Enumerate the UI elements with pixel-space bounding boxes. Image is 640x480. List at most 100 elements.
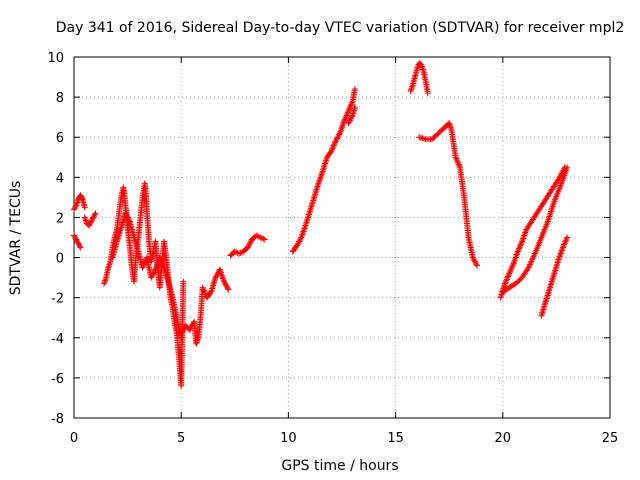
series-segment-4 — [101, 180, 187, 389]
data-point-marker — [256, 233, 263, 240]
data-point-marker — [296, 238, 303, 245]
data-point-marker — [331, 139, 338, 146]
data-point-marker — [507, 267, 514, 274]
y-tick-label: -4 — [51, 332, 64, 347]
data-point-marker — [424, 90, 431, 97]
series-segment-9 — [345, 104, 358, 127]
data-point-marker — [333, 135, 340, 142]
data-point-marker — [222, 281, 229, 288]
data-point-marker — [349, 113, 356, 120]
data-point-marker — [454, 158, 461, 165]
data-point-marker — [348, 114, 355, 121]
data-point-marker — [564, 234, 571, 241]
data-point-marker — [212, 274, 219, 281]
data-point-marker — [102, 277, 109, 284]
data-point-marker — [76, 243, 83, 250]
data-point-marker — [90, 214, 97, 221]
x-tick-label: 25 — [602, 431, 619, 446]
y-tick-label: -6 — [51, 372, 64, 387]
data-point-marker — [71, 206, 77, 213]
series-segment-2 — [71, 232, 84, 251]
data-point-marker — [470, 255, 477, 262]
data-point-marker — [561, 240, 568, 247]
data-point-marker — [296, 237, 303, 244]
data-point-marker — [150, 270, 157, 277]
data-point-marker — [516, 244, 523, 251]
data-point-marker — [86, 222, 93, 229]
data-point-marker — [221, 278, 228, 285]
data-point-marker — [562, 238, 569, 245]
series-segment-14 — [538, 234, 571, 319]
data-point-marker — [349, 99, 356, 106]
data-point-marker — [515, 247, 522, 254]
data-point-marker — [257, 234, 264, 241]
data-point-marker — [328, 148, 335, 155]
data-point-marker — [123, 211, 130, 218]
data-point-marker — [149, 271, 156, 278]
data-point-marker — [294, 241, 301, 248]
data-point-marker — [330, 143, 337, 150]
data-point-marker — [332, 138, 339, 145]
data-point-marker — [341, 118, 348, 125]
data-point-marker — [72, 235, 79, 242]
data-point-marker — [151, 269, 158, 276]
data-point-marker — [506, 269, 513, 276]
data-point-marker — [518, 239, 525, 246]
data-point-marker — [179, 328, 186, 335]
data-point-marker — [245, 243, 252, 250]
data-point-marker — [342, 113, 349, 120]
data-point-marker — [562, 237, 569, 244]
data-point-marker — [341, 116, 348, 123]
x-tick-label: 10 — [280, 431, 297, 446]
data-point-marker — [233, 249, 240, 256]
data-point-marker — [231, 248, 238, 255]
series-segment-10 — [407, 60, 431, 97]
data-point-marker — [516, 245, 523, 252]
data-point-marker — [148, 273, 155, 280]
data-point-marker — [502, 279, 509, 286]
data-point-marker — [330, 142, 337, 149]
data-point-marker — [141, 260, 148, 267]
data-point-marker — [71, 233, 78, 240]
data-point-marker — [453, 155, 460, 162]
y-axis-label: SDTVAR / TECUs — [8, 181, 24, 296]
data-point-marker — [200, 286, 207, 293]
x-tick-label: 5 — [177, 431, 185, 446]
data-point-marker — [344, 111, 351, 118]
data-point-marker — [452, 154, 459, 161]
data-point-marker — [506, 270, 513, 277]
y-tick-label: -8 — [51, 412, 64, 427]
data-point-marker — [157, 255, 164, 262]
data-point-marker — [455, 160, 462, 167]
data-point-marker — [473, 261, 480, 268]
data-point-marker — [91, 211, 98, 218]
series-segment-8 — [289, 86, 358, 255]
data-point-marker — [471, 257, 478, 264]
data-point-marker — [503, 277, 510, 284]
series-segment-11 — [416, 120, 481, 269]
data-point-marker — [199, 284, 206, 291]
data-point-marker — [346, 106, 353, 113]
data-point-marker — [327, 149, 334, 156]
x-tick-label: 20 — [495, 431, 512, 446]
data-point-marker — [73, 236, 80, 243]
grid-lines — [74, 57, 610, 418]
data-point-marker — [342, 115, 349, 122]
data-point-marker — [455, 161, 462, 168]
data-point-marker — [508, 266, 515, 273]
data-point-marker — [336, 131, 343, 138]
data-point-marker — [180, 326, 187, 333]
data-point-marker — [159, 260, 166, 267]
data-point-marker — [72, 203, 79, 210]
data-point-marker — [503, 276, 510, 283]
data-point-marker — [329, 145, 336, 152]
data-point-marker — [124, 214, 131, 221]
y-tick-label: 2 — [56, 211, 64, 226]
data-point-marker — [254, 233, 261, 240]
y-tick-label: 0 — [56, 252, 64, 267]
data-point-marker — [180, 278, 187, 285]
series-segment-12 — [497, 164, 568, 301]
axis-ticks: 0 5 10 15 20 25 -8 -6 -4 -2 0 2 4 6 8 10 — [47, 51, 618, 446]
data-point-marker — [224, 285, 231, 292]
data-point-marker — [159, 261, 166, 268]
